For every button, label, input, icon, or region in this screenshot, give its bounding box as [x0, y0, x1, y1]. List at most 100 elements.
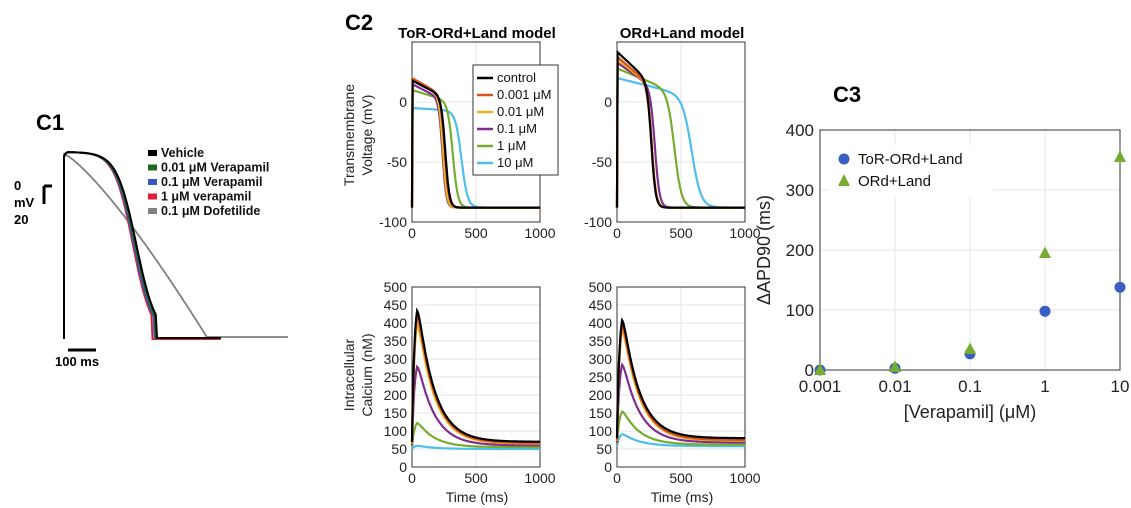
c2-legend-label-2: 0.01 μM — [497, 104, 544, 119]
c1-legend-label-0: Vehicle — [161, 146, 204, 160]
c2-xlabel-right: Time (ms) — [651, 489, 713, 505]
c2-ca-tor-ytick-8: 400 — [384, 315, 408, 331]
c3-legend-box — [829, 145, 993, 197]
c2-legend-label-4: 1 μM — [497, 138, 526, 153]
c1-traces — [63, 151, 288, 340]
c1-trace-0 — [63, 151, 221, 339]
c2-vm-tor-ytick-0: -100 — [379, 214, 407, 230]
c2-ca-ord-ytick-0: 0 — [604, 459, 612, 475]
c2-ca-ord-ytick-4: 200 — [589, 387, 613, 403]
c2-ca-ord-series-5 — [615, 432, 745, 448]
c3-point-0-3 — [1039, 305, 1051, 317]
c2-ca-ord-ytick-1: 50 — [596, 441, 612, 457]
c1-trace-4 — [63, 152, 288, 339]
c2-voltage-ylabel-line2: Voltage (mV) — [359, 95, 375, 176]
c2-ca-tor-series-0 — [410, 307, 540, 443]
c3-ytick-1: 100 — [786, 301, 814, 320]
c3-point-1-0 — [814, 363, 826, 375]
c1-scale-y-top: 0 — [14, 178, 21, 193]
c2-ca-ord-ytick-3: 150 — [589, 405, 613, 421]
c2-vm-tor-ytick-2: 0 — [399, 94, 407, 110]
c2-legend-label-0: control — [497, 70, 536, 85]
c2-ca-ord-frame — [616, 286, 746, 468]
c2-ca-tor-ytick-10: 500 — [384, 279, 408, 295]
c2-ca-ord-ytick-10: 500 — [589, 279, 613, 295]
c2-vm-tor-xtick-1: 500 — [464, 225, 488, 241]
c2-ca-tor-frame — [411, 286, 541, 468]
c2-legend-label-5: 10 μM — [497, 155, 533, 170]
c3-xtick-3: 1 — [1040, 377, 1049, 396]
c2-legend-label-1: 0.001 μM — [497, 87, 551, 102]
c2-title-ord: ORd+Land model — [620, 25, 745, 42]
panel-c2: C2 ToR-ORd+Land model ORd+Land model 0 50… — [341, 10, 761, 505]
c1-legend-label-2: 0.1 μM Verapamil — [161, 175, 262, 189]
c1-legend-label-1: 0.01 μM Verapamil — [161, 161, 269, 175]
c2-vm-tor-xtick-0: 0 — [408, 225, 416, 241]
c2-ca-tor-series-4 — [410, 421, 540, 449]
c2-ca-tor-ytick-5: 250 — [384, 369, 408, 385]
c2-vm-tor-series-0 — [410, 78, 540, 209]
c2-ca-tor-ytick-3: 150 — [384, 405, 408, 421]
c2-ca-ord-ytick-7: 350 — [589, 333, 613, 349]
c1-scale-x: 100 ms — [55, 354, 99, 369]
c2-ca-tor-ytick-4: 200 — [384, 387, 408, 403]
c1-legend-label-3: 1 μM verapamil — [161, 190, 251, 204]
c2-ca-ord-xtick-0: 0 — [613, 470, 621, 486]
c2-ca-ord-series-3 — [615, 362, 745, 444]
c2-ca-ord-xtick-1: 500 — [669, 470, 693, 486]
c2-vm-ord-ytick-1: -50 — [592, 154, 612, 170]
c2-calcium-ylabel-line2: Calcium (nM) — [359, 333, 375, 416]
c3-point-0-4 — [1114, 281, 1126, 293]
c2-calcium-ylabel-line1: Intracellular — [341, 338, 357, 411]
c1-legend-swatch-0 — [148, 150, 157, 156]
c2-vm-ord-xtick-2: 1000 — [729, 225, 760, 241]
c3-scatter-plot: 0.001 0.01 0.1 1 100100200300400[Verapamil] … — [754, 121, 1129, 422]
c1-legend-swatch-4 — [148, 208, 157, 214]
c3-legend-label-0: ToR-ORd+Land — [858, 151, 963, 168]
c2-ca-ord-series-4 — [615, 410, 745, 446]
c3-ylabel: ΔAPD90 (ms) — [754, 195, 774, 305]
c2-vm-ord-ytick-0: -100 — [584, 214, 612, 230]
c3-xtick-0: 0.001 — [799, 377, 842, 396]
c1-legend-swatch-3 — [148, 193, 157, 200]
c2-ca-tor-xtick-0: 0 — [408, 470, 416, 486]
c3-xtick-4: 10 — [1111, 377, 1130, 396]
c2-legend: control 0.001 μM 0.01 μM 0.1 μM 1 μM 10 μM — [472, 64, 559, 176]
c2-ca-tor-series-3 — [410, 364, 540, 447]
c3-xtick-1: 0.01 — [878, 377, 911, 396]
c2-voltage-plot-ord: 0 500 1000 -100 -50 0 — [584, 41, 761, 241]
c2-ca-tor-ytick-2: 100 — [384, 423, 408, 439]
c3-ytick-2: 200 — [786, 241, 814, 260]
c2-ca-ord-ytick-9: 450 — [589, 297, 613, 313]
c2-ca-tor-ytick-1: 50 — [391, 441, 407, 457]
c3-point-1-4 — [1114, 150, 1126, 162]
c3-frame — [819, 129, 1121, 371]
c1-legend-swatch-1 — [148, 164, 157, 171]
c2-vm-ord-series-0 — [615, 49, 745, 209]
c2-vm-tor-ytick-1: -50 — [387, 154, 407, 170]
c2-ca-tor-xtick-2: 1000 — [524, 470, 555, 486]
c2-ca-ord-series-0 — [615, 317, 745, 440]
c2-vm-ord-ytick-2: 0 — [604, 94, 612, 110]
c2-ca-tor-ytick-0: 0 — [399, 459, 407, 475]
c3-ytick-4: 400 — [786, 121, 814, 140]
c3-xtick-2: 0.1 — [958, 377, 982, 396]
c3-legend-marker-0 — [838, 153, 850, 165]
c2-ca-tor-ytick-6: 300 — [384, 351, 408, 367]
c2-legend-box — [472, 64, 559, 176]
c1-legend-swatch-2 — [148, 179, 157, 185]
c3-point-1-1 — [889, 360, 901, 372]
c3-ytick-0: 0 — [805, 361, 814, 380]
c3-panel-label: C3 — [833, 82, 861, 107]
c3-legend-marker-1 — [838, 174, 850, 186]
c2-ca-ord-ytick-5: 250 — [589, 369, 613, 385]
c2-ca-ord-xtick-2: 1000 — [729, 470, 760, 486]
c2-title-tor-ord: ToR-ORd+Land model — [398, 25, 556, 42]
c2-ca-tor-ytick-9: 450 — [384, 297, 408, 313]
c1-scale-y-unit: mV — [14, 195, 35, 210]
c2-ca-tor-series-5 — [411, 444, 540, 451]
